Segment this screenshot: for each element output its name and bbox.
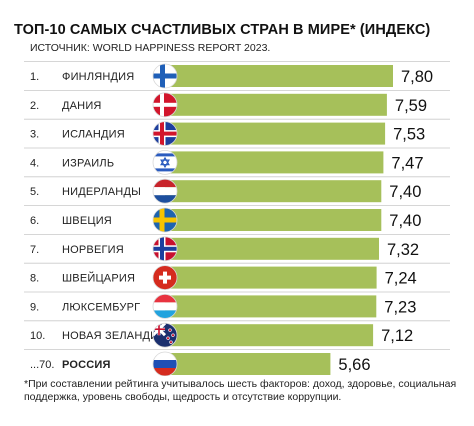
value-bar [165,151,384,174]
luxembourg-flag-icon [152,293,178,319]
norway-flag-icon [152,236,178,262]
value-bar [165,122,386,145]
value-bar [165,266,377,289]
value-label: 7,12 [381,327,413,345]
value-label: 7,59 [395,97,427,115]
value-bar [165,180,382,203]
iceland-flag-icon [152,121,178,147]
rank-label: ...70. [30,359,54,371]
value-label: 7,40 [389,183,421,201]
rank-label: 9. [30,301,39,313]
value-bar [165,353,331,375]
value-label: 7,24 [385,270,417,288]
country-label: ИЗРАИЛЬ [62,157,114,169]
value-label: 7,40 [389,212,421,230]
new-zealand-flag-icon [152,322,178,348]
israel-flag-icon [152,149,178,175]
country-label: НОВАЯ ЗЕЛАНДИЯ [62,330,166,342]
rank-label: 5. [30,186,39,198]
rank-label: 4. [30,157,39,169]
country-label: НИДЕРЛАНДЫ [62,186,141,198]
russia-flag-icon [152,351,178,376]
bar-chart: 1. ФИНЛЯНДИЯ 7,80 2. ДАНИЯ 7,59 3. ИСЛАНДИЯ 7,53… [24,61,450,376]
switzerland-flag-icon [152,265,178,291]
country-label: ЛЮКСЕМБУРГ [62,301,140,313]
country-label: ШВЕЦИЯ [62,215,112,227]
rank-label: 6. [30,215,39,227]
rank-label: 3. [30,129,39,141]
country-label: ФИНЛЯНДИЯ [62,71,134,83]
value-bar [165,324,374,347]
country-label: ИСЛАНДИЯ [62,129,125,141]
value-label: 7,80 [401,68,433,86]
chart-footnote: *При составлении рейтинга учитывалось ше… [24,378,457,403]
value-bar [165,237,379,260]
value-label: 7,47 [391,154,423,172]
chart-source: ИСТОЧНИК: WORLD HAPPINESS REPORT 2023. [30,42,271,54]
country-label: ШВЕЙЦАРИЯ [62,272,135,285]
rank-label: 8. [30,273,39,285]
sweden-flag-icon [152,207,178,233]
chart-title: ТОП-10 САМЫХ СЧАСТЛИВЫХ СТРАН В МИРЕ* (И… [14,22,431,38]
value-label: 5,66 [338,356,370,374]
value-bar [165,65,393,87]
value-bar [165,209,382,231]
value-label: 7,53 [393,126,425,144]
rank-label: 10. [30,330,45,342]
value-bar [165,93,387,116]
rank-label: 7. [30,244,39,256]
finland-flag-icon [152,63,178,89]
country-label: РОССИЯ [62,359,111,371]
netherlands-flag-icon [152,178,178,204]
rank-label: 2. [30,100,39,112]
country-label: НОРВЕГИЯ [62,244,124,256]
denmark-flag-icon [152,92,178,118]
value-label: 7,23 [384,298,416,316]
value-label: 7,32 [387,241,419,259]
value-bar [165,295,377,318]
country-label: ДАНИЯ [62,100,102,112]
rank-label: 1. [30,71,39,83]
